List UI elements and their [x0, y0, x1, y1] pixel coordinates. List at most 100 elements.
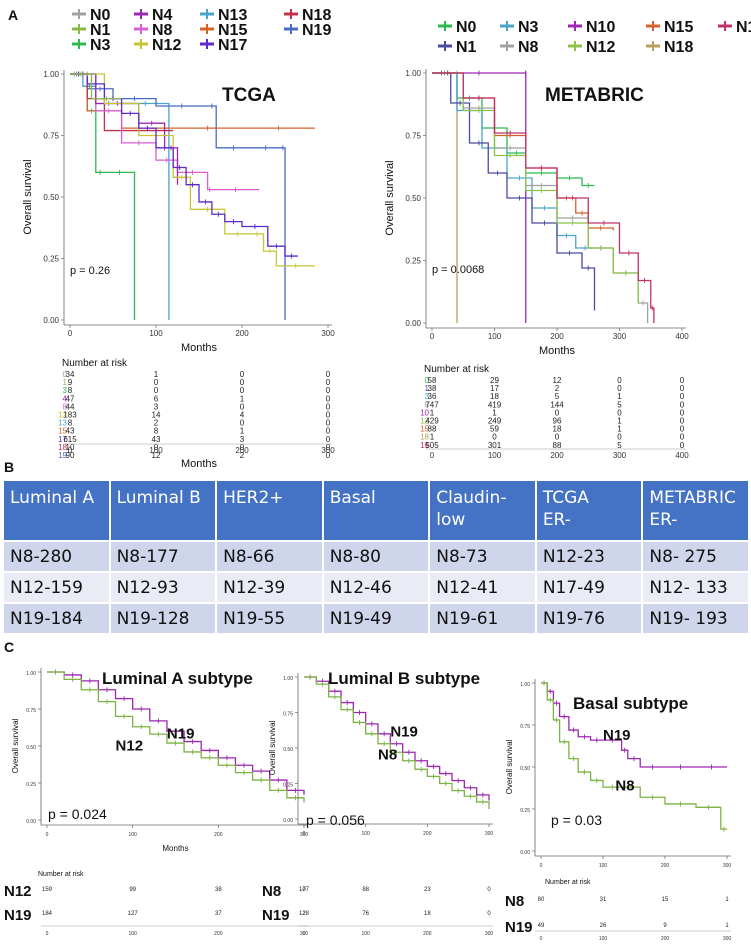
x-tick-label: 200: [661, 863, 670, 869]
risk-cell: 0: [240, 402, 245, 411]
risk-cell: 0: [555, 408, 560, 417]
risk-cell: 88: [553, 441, 562, 450]
curve-label: N19: [167, 726, 195, 743]
risk-cell: 0: [240, 443, 245, 452]
x-tick-label: 100: [488, 332, 502, 341]
risk-row-label: 12: [420, 417, 429, 426]
x-tick-label: 100: [128, 832, 137, 838]
chart-title: Luminal B subtype: [328, 669, 480, 688]
risk-cell: 0: [326, 378, 331, 387]
table-cell: N8-177: [108, 540, 218, 573]
risk-row-label: 19: [420, 441, 429, 450]
risk-cell: 127: [128, 911, 139, 917]
risk-row-label: N8: [505, 893, 524, 910]
risk-cell: 747: [425, 400, 439, 409]
risk-cell: 0: [154, 443, 159, 452]
y-tick-label: 0.75: [405, 132, 421, 141]
table-row: N12-159 N12-93 N12-39 N12-46 N12-41 N17-49 N12…: [2, 571, 750, 604]
risk-x-tick-label: 100: [488, 451, 502, 460]
risk-row-label: 17: [58, 435, 67, 444]
table-header-cell: Basal: [321, 479, 431, 542]
risk-cell: 4: [240, 411, 245, 420]
legend-label: N17: [218, 37, 247, 54]
risk-cell: 0: [680, 384, 685, 393]
risk-cell: 0: [680, 417, 685, 426]
risk-cell: 1: [430, 408, 435, 417]
risk-cell: 1: [154, 370, 159, 379]
risk-cell: 1: [240, 427, 245, 436]
risk-cell: 0: [492, 433, 497, 442]
chart-tcga: 0 100 200 3000.000.250.500.751.00MonthsOver…: [22, 7, 335, 470]
table-row: N19-184 N19-128 N19-55 N19-49 N19-61 N19-76 N1…: [2, 602, 750, 635]
risk-row-label: 8: [63, 402, 68, 411]
legend-label: N1: [456, 39, 477, 56]
risk-row-label: 10: [420, 408, 429, 417]
y-axis-label: Overall survival: [11, 718, 20, 773]
table-cell: N12-41: [428, 571, 537, 604]
chart-title: TCGA: [222, 85, 276, 106]
risk-cell: 0: [680, 425, 685, 434]
risk-cell: 0: [326, 443, 331, 452]
risk-cell: 47: [66, 394, 75, 403]
risk-x-tick-label: 0: [540, 936, 543, 942]
y-tick-label: 0.00: [405, 319, 421, 328]
risk-cell: 0: [680, 433, 685, 442]
risk-cell: 76: [362, 911, 369, 917]
chart-luminal-a: 0 100 200 3000.000.250.500.751.00MonthsOver…: [4, 668, 308, 937]
x-tick-label: 300: [300, 832, 309, 838]
risk-x-tick-label: 300: [613, 451, 627, 460]
table-cell: N19-55: [215, 602, 324, 635]
legend-label: N15: [218, 22, 247, 39]
risk-cell: 0: [326, 394, 331, 403]
table-cell: N19- 193: [641, 602, 750, 635]
risk-x-tick-label: 300: [300, 931, 309, 937]
risk-cell: 429: [425, 417, 439, 426]
risk-cell: 1: [725, 923, 729, 929]
chart-title: METABRIC: [545, 85, 644, 106]
table-cell: N19-49: [321, 602, 431, 635]
risk-cell: 0: [240, 370, 245, 379]
y-tick-label: 0.50: [405, 194, 421, 203]
risk-cell: 0: [680, 376, 685, 385]
header-line: ER-: [542, 510, 571, 530]
risk-cell: 5: [617, 441, 622, 450]
legend-label: N12: [152, 37, 181, 54]
risk-cell: 59: [490, 425, 499, 434]
table-header-cell: Claudin-low: [428, 479, 537, 542]
table-header-cell: Luminal B: [108, 479, 218, 542]
risk-table-title: Number at risk: [545, 879, 591, 886]
risk-cell: 2: [555, 384, 560, 393]
risk-cell: 43: [152, 435, 161, 444]
x-tick-label: 200: [214, 832, 223, 838]
chart-title: Luminal A subtype: [102, 669, 253, 688]
x-axis-label: Months: [539, 345, 576, 357]
risk-cell: 18: [490, 392, 499, 401]
risk-cell: 0: [326, 370, 331, 379]
risk-cell: 15: [662, 897, 669, 903]
table-cell: N12-93: [108, 571, 218, 604]
header-line: Luminal A: [10, 488, 95, 508]
risk-row-label: N19: [505, 919, 533, 936]
risk-cell: 0: [680, 408, 685, 417]
risk-cell: 43: [66, 427, 75, 436]
risk-cell: 8: [68, 386, 73, 395]
header-line: Basal: [329, 488, 376, 508]
risk-cell: 18: [553, 425, 562, 434]
risk-cell: 0: [487, 887, 491, 893]
legend-label: N4: [152, 7, 173, 24]
risk-cell: 0: [555, 433, 560, 442]
legend-label: N3: [518, 19, 539, 36]
table-cell: N8-73: [428, 540, 537, 573]
risk-cell: 1: [492, 408, 497, 417]
y-tick-label: 0.25: [26, 782, 36, 788]
legend-label: N1: [90, 22, 111, 39]
header-line: ER-: [649, 510, 678, 530]
chart-title: Basal subtype: [573, 694, 688, 713]
risk-cell: 37: [215, 911, 222, 917]
x-tick-label: 400: [675, 332, 689, 341]
risk-cell: 29: [490, 376, 499, 385]
risk-x-tick-label: 100: [599, 936, 608, 942]
series-n8-curve: [541, 682, 727, 830]
p-value: p = 0.024: [48, 806, 107, 822]
